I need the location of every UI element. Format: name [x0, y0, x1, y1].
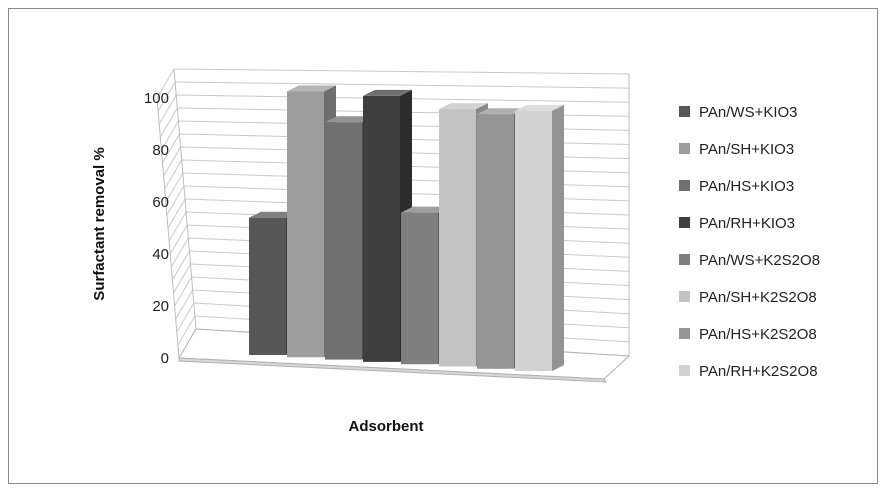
legend-item: PAn/WS+K2S2O8: [679, 252, 820, 269]
legend: PAn/WS+KIO3 PAn/SH+KIO3 PAn/HS+KIO3 PAn/RH+…: [679, 104, 820, 380]
bar-top: [439, 103, 488, 110]
y-tick-label: 60: [152, 194, 169, 211]
bar-side: [552, 104, 564, 372]
legend-label: PAn/RH+KIO3: [699, 215, 795, 232]
legend-label: PAn/HS+KIO3: [699, 178, 794, 195]
bar-top: [249, 211, 298, 218]
bar-8: [515, 104, 564, 372]
y-axis-title: Surfactant removal %: [91, 147, 108, 300]
bar-top: [325, 116, 374, 123]
legend-label: PAn/HS+K2S2O8: [699, 326, 817, 343]
legend-label: PAn/SH+K2S2O8: [699, 289, 817, 306]
legend-swatch: [679, 328, 690, 339]
bar-front: [325, 122, 362, 360]
legend-swatch: [679, 365, 690, 376]
legend-item: PAn/HS+KIO3: [679, 178, 794, 195]
legend-item: PAn/WS+KIO3: [679, 104, 798, 121]
y-tick-label: 0: [161, 350, 169, 367]
bar-front: [363, 95, 400, 362]
bar-front: [287, 91, 324, 358]
bar-top: [515, 104, 564, 111]
legend-item: PAn/HS+K2S2O8: [679, 326, 817, 343]
chart-frame: 0 20 40 60 80 100 Surfactant removal % Adsorb…: [8, 8, 878, 484]
legend-item: PAn/RH+KIO3: [679, 215, 795, 232]
y-tick-label: 20: [152, 298, 169, 315]
y-tick-label: 40: [152, 246, 169, 263]
bar-front: [249, 217, 286, 355]
legend-label: PAn/WS+KIO3: [699, 104, 798, 121]
x-axis-title: Adsorbent: [349, 418, 424, 435]
bar-front: [439, 109, 476, 367]
floor-front-edge: [178, 357, 607, 383]
legend-swatch: [679, 254, 690, 265]
bar-top: [363, 89, 412, 96]
y-tick-label: 80: [152, 142, 169, 159]
legend-swatch: [679, 143, 690, 154]
legend-swatch: [679, 106, 690, 117]
legend-item: PAn/SH+KIO3: [679, 141, 794, 158]
legend-swatch: [679, 180, 690, 191]
legend-swatch: [679, 291, 690, 302]
bar-front: [401, 212, 438, 365]
bar-front: [477, 114, 514, 369]
back-wall-left-edge: [173, 68, 197, 330]
bar-top: [287, 85, 336, 92]
legend-label: PAn/SH+KIO3: [699, 141, 794, 158]
bar-chart: 0 20 40 60 80 100 Surfactant removal % Adsorb…: [91, 68, 820, 435]
bar-top: [477, 108, 526, 115]
y-axis-line: [156, 97, 180, 359]
legend-label: PAn/RH+K2S2O8: [699, 363, 818, 380]
legend-swatch: [679, 217, 690, 228]
bars: [249, 85, 564, 372]
legend-item: PAn/RH+K2S2O8: [679, 363, 818, 380]
bar-top: [401, 206, 450, 213]
legend-item: PAn/SH+K2S2O8: [679, 289, 817, 306]
y-tick-label: 100: [144, 90, 169, 107]
legend-label: PAn/WS+K2S2O8: [699, 252, 820, 269]
bar-front: [515, 110, 552, 372]
y-axis-ticks: 0 20 40 60 80 100: [144, 90, 169, 367]
